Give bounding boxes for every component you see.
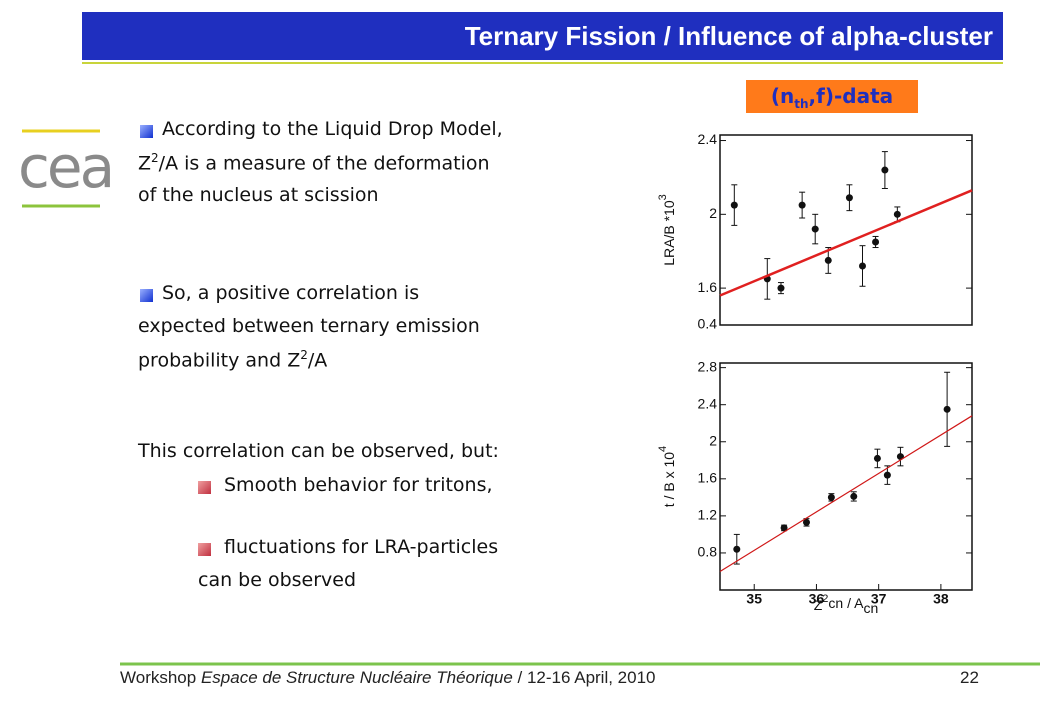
text-run: / A — [843, 595, 864, 611]
data-point — [730, 201, 738, 209]
page-number: 22 — [960, 668, 979, 687]
text-run: So, a positive correlation is — [162, 282, 420, 304]
y-tick-label: 2.4 — [698, 131, 718, 147]
data-point — [780, 524, 788, 532]
subscript: th — [794, 97, 809, 111]
text-run: Smooth behavior for tritons, — [224, 474, 493, 496]
superscript: 2 — [151, 151, 159, 165]
subscript: cn — [863, 600, 878, 616]
data-point — [802, 518, 810, 526]
data-point — [943, 405, 951, 413]
data-point — [777, 284, 785, 292]
text-run: According to the Liquid Drop Model, — [162, 118, 503, 140]
text-run: expected between ternary emission — [138, 315, 480, 337]
x-tick-label: 38 — [933, 591, 949, 607]
footer: Workshop Espace de Structure Nucléaire T… — [120, 668, 656, 688]
data-point — [811, 225, 819, 233]
text-line: According to the Liquid Drop Model, — [162, 118, 503, 140]
x-axis-label: Z2cn / Acn — [814, 593, 879, 616]
text-run: /A — [307, 349, 328, 372]
text-line: fluctuations for LRA-particles — [224, 536, 498, 558]
data-point — [873, 454, 881, 462]
text-run: t / B x 10 — [661, 452, 677, 507]
superscript: 4 — [657, 446, 669, 452]
subscript: cn — [828, 595, 843, 611]
data-point — [827, 493, 835, 501]
superscript: 3 — [657, 194, 669, 200]
text-line: of the nucleus at scission — [138, 184, 379, 206]
x-tick-label: 37 — [871, 591, 887, 607]
y-tick-label: 0.8 — [698, 544, 718, 560]
text-line: So, a positive correlation is — [162, 282, 419, 304]
data-point — [824, 256, 832, 264]
data-point — [893, 210, 901, 218]
text-run: Workshop — [120, 668, 201, 687]
logo: cea — [18, 133, 115, 201]
y-tick-label: 1.2 — [698, 507, 718, 523]
slide-title: Ternary Fission / Influence of alpha-clu… — [82, 12, 1003, 60]
y-tick-label: 1.6 — [698, 470, 718, 486]
data-tag: (nth,f)-data — [746, 80, 918, 113]
bullet — [198, 481, 211, 494]
data-point — [798, 201, 806, 209]
fit-line — [719, 415, 973, 572]
y-tick-label: 2.4 — [698, 395, 718, 411]
x-tick-label: 36 — [809, 591, 825, 607]
text-run: (n — [770, 84, 795, 108]
data-point — [883, 471, 891, 479]
data-point — [858, 262, 866, 270]
data-point — [881, 166, 889, 174]
text-run: fluctuations for LRA-particles — [224, 536, 499, 558]
data-point — [845, 194, 853, 202]
fit-line — [719, 189, 973, 297]
bullet — [198, 543, 211, 556]
superscript: 2 — [300, 348, 308, 362]
italic-run: Espace de Structure Nucléaire Théorique — [200, 668, 513, 687]
text-run: LRA/B *10 — [661, 200, 677, 266]
y-tick-label: 2 — [709, 205, 717, 221]
text-run: ,f)-data — [808, 84, 894, 108]
plot-frame — [719, 134, 973, 326]
data-point — [850, 492, 858, 500]
text-line: probability and Z2/A — [138, 348, 327, 371]
text-run: of the nucleus at scission — [138, 184, 379, 206]
y-axis-label: LRA/B *103 — [657, 194, 677, 266]
text-line: Z2/A is a measure of the deformation — [138, 151, 490, 174]
superscript: 2 — [822, 593, 828, 605]
x-tick-label: 35 — [746, 591, 762, 607]
text-line: This correlation can be observed, but: — [138, 440, 499, 462]
y-axis-label: t / B x 104 — [657, 446, 677, 507]
text-run: / 12-16 April, 2010 — [512, 668, 656, 687]
text-run: Z — [814, 597, 823, 613]
text-run: can be observed — [198, 569, 357, 591]
data-point — [733, 545, 741, 553]
bullet — [140, 125, 153, 138]
text-run: probability and Z — [138, 349, 301, 372]
y-tick-label: 1.6 — [698, 279, 718, 295]
text-run: /A is a measure of the deformation — [158, 152, 490, 175]
bullet — [140, 289, 153, 302]
text-run: This correlation can be observed, but: — [138, 440, 499, 462]
text-line: can be observed — [198, 569, 356, 591]
data-point — [872, 238, 880, 246]
text-line: expected between ternary emission — [138, 315, 480, 337]
text-run: Z — [138, 152, 152, 175]
text-line: Smooth behavior for tritons, — [224, 474, 493, 496]
y-tick-label: 2.8 — [698, 358, 718, 374]
y-tick-label: 0.4 — [698, 316, 718, 332]
plot-frame — [719, 362, 973, 591]
y-tick-label: 2 — [709, 432, 717, 448]
